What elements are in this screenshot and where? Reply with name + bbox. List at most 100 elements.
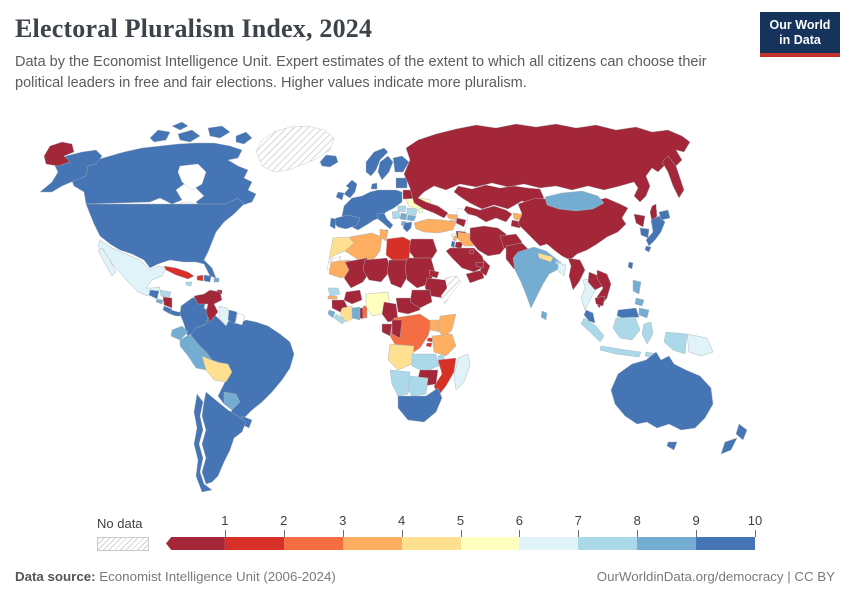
country-tanzania[interactable] [431, 333, 457, 357]
country-cambodia[interactable] [594, 295, 606, 307]
country-south-korea[interactable] [639, 227, 650, 239]
country-congo[interactable] [391, 319, 403, 339]
country-west-papua[interactable] [663, 331, 688, 355]
country-tunisia[interactable] [379, 228, 389, 242]
country-new-zealand-north[interactable] [735, 423, 748, 441]
country-lebanon[interactable] [452, 235, 458, 242]
country-madagascar[interactable] [453, 353, 471, 391]
country-turkey[interactable] [413, 218, 457, 234]
country-uzbekistan-turkmenistan[interactable] [463, 205, 513, 223]
country-west-balkans[interactable] [391, 210, 401, 220]
legend-segment[interactable] [342, 537, 402, 550]
country-alaska[interactable] [39, 149, 103, 193]
country-guyana[interactable] [218, 305, 232, 327]
legend-segment[interactable] [460, 537, 520, 550]
country-bangladesh[interactable] [557, 262, 567, 277]
country-taiwan[interactable] [627, 261, 634, 270]
country-baja[interactable] [97, 247, 117, 277]
country-sulawesi[interactable] [641, 321, 654, 345]
country-bolivia[interactable] [201, 355, 233, 383]
country-greenland[interactable] [255, 125, 335, 173]
country-mozambique[interactable] [433, 357, 457, 397]
country-suriname[interactable] [227, 309, 238, 325]
legend-segment[interactable] [166, 537, 225, 550]
country-myanmar[interactable] [567, 257, 586, 291]
country-hokkaido[interactable] [658, 209, 671, 221]
country-paraguay[interactable] [223, 391, 241, 411]
country-cuba[interactable] [163, 265, 195, 280]
legend-segment[interactable] [401, 537, 461, 550]
country-greece[interactable] [402, 221, 413, 233]
country-papua-new-guinea[interactable] [686, 333, 714, 357]
legend-segment[interactable] [696, 537, 756, 550]
country-usa[interactable] [85, 197, 245, 279]
country-kenya[interactable] [437, 313, 457, 339]
country-jamaica[interactable] [185, 281, 193, 287]
country-philippines-visayas[interactable] [634, 297, 645, 307]
country-russia[interactable] [403, 123, 691, 219]
country-ireland[interactable] [335, 191, 345, 201]
country-gambia[interactable] [327, 295, 338, 300]
country-romania[interactable] [406, 207, 418, 216]
country-rwanda[interactable] [426, 337, 434, 343]
country-puerto-rico[interactable] [213, 277, 220, 283]
country-dominican-republic[interactable] [203, 274, 212, 283]
country-australia[interactable] [610, 351, 714, 431]
country-ecuador[interactable] [170, 325, 189, 341]
country-haiti[interactable] [196, 274, 204, 282]
country-sierra-leone[interactable] [327, 309, 336, 319]
legend-segment[interactable] [519, 537, 579, 550]
country-burkina-faso[interactable] [343, 289, 363, 305]
country-kamchatka[interactable] [661, 155, 685, 199]
country-sweden[interactable] [377, 155, 394, 181]
country-togo[interactable] [359, 307, 364, 320]
country-nicaragua[interactable] [162, 296, 173, 309]
country-uk[interactable] [343, 179, 358, 199]
country-south-africa[interactable] [397, 387, 443, 423]
country-norway[interactable] [365, 147, 389, 177]
country-angola[interactable] [387, 343, 415, 371]
country-venezuela[interactable] [193, 289, 223, 323]
country-nepal[interactable] [537, 252, 554, 263]
country-mongolia[interactable] [544, 190, 605, 212]
legend-segment[interactable] [578, 537, 638, 550]
country-chile[interactable] [193, 393, 213, 493]
country-eritrea[interactable] [428, 269, 440, 279]
country-liberia[interactable] [333, 313, 347, 325]
country-serbia[interactable] [399, 212, 408, 221]
country-baltics[interactable] [395, 177, 408, 189]
country-south-sudan[interactable] [409, 289, 433, 309]
country-senegal[interactable] [327, 287, 341, 297]
country-georgia[interactable] [446, 213, 459, 221]
country-sumatra[interactable] [580, 317, 605, 343]
country-north-korea[interactable] [633, 213, 646, 228]
country-malaysia[interactable] [583, 309, 596, 324]
country-gabon[interactable] [381, 323, 393, 337]
country-bulgaria[interactable] [406, 214, 417, 222]
country-chukotka-wrap[interactable] [43, 141, 75, 167]
legend-segment[interactable] [637, 537, 697, 550]
country-kalimantan[interactable] [612, 316, 641, 341]
country-burundi[interactable] [425, 342, 433, 348]
legend-no-data-swatch[interactable] [97, 537, 149, 551]
country-french-guiana[interactable] [234, 312, 246, 326]
legend-segment[interactable] [283, 537, 343, 550]
country-philippines-luzon[interactable] [632, 279, 642, 295]
country-azerbaijan[interactable] [455, 217, 467, 228]
country-tasmania[interactable] [666, 441, 678, 451]
country-sri-lanka[interactable] [540, 310, 548, 321]
country-philippines-mindanao[interactable] [638, 307, 650, 319]
country-yemen[interactable] [465, 269, 485, 284]
country-israel[interactable] [450, 240, 456, 249]
country-finland[interactable] [392, 155, 410, 173]
country-java[interactable] [599, 345, 642, 358]
country-el-salvador[interactable] [155, 298, 164, 305]
country-india[interactable] [512, 246, 561, 309]
country-argentina[interactable] [201, 391, 247, 485]
country-mexico[interactable] [97, 239, 167, 297]
country-honduras[interactable] [159, 289, 172, 299]
country-italy[interactable] [376, 212, 394, 230]
country-portugal[interactable] [329, 217, 337, 230]
country-somalia[interactable] [440, 275, 462, 305]
legend-segment[interactable] [224, 537, 284, 550]
